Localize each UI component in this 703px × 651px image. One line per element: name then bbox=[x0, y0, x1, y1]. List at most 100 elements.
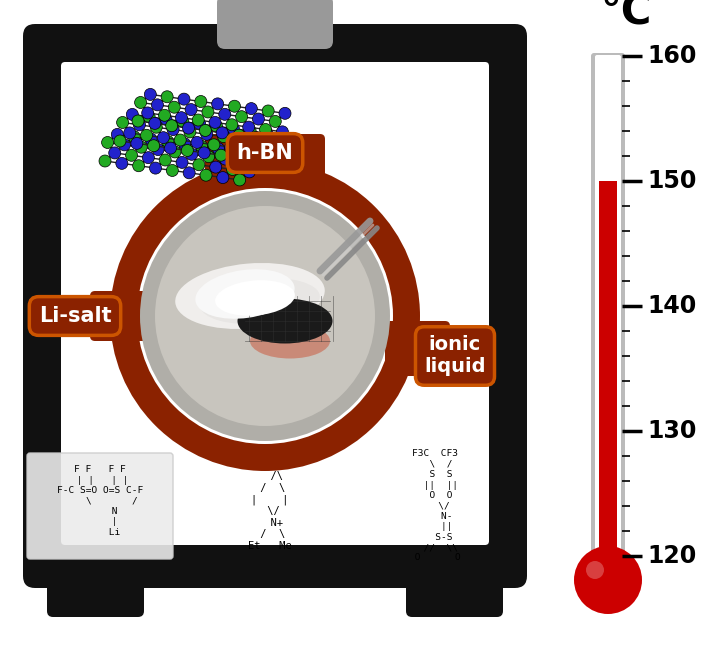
Circle shape bbox=[109, 147, 121, 159]
Circle shape bbox=[148, 140, 160, 152]
Circle shape bbox=[157, 132, 169, 144]
Circle shape bbox=[209, 117, 221, 128]
Circle shape bbox=[183, 122, 195, 134]
Circle shape bbox=[226, 118, 238, 131]
Circle shape bbox=[152, 144, 164, 156]
Text: 160: 160 bbox=[647, 44, 697, 68]
Circle shape bbox=[186, 148, 198, 160]
Circle shape bbox=[262, 105, 274, 117]
Text: ionic
liquid: ionic liquid bbox=[424, 335, 486, 376]
Circle shape bbox=[191, 137, 203, 148]
Circle shape bbox=[276, 126, 288, 138]
Circle shape bbox=[251, 135, 264, 147]
Circle shape bbox=[226, 163, 238, 176]
Text: 120: 120 bbox=[647, 544, 696, 568]
Circle shape bbox=[118, 139, 131, 151]
Circle shape bbox=[126, 149, 138, 161]
Circle shape bbox=[99, 155, 111, 167]
Circle shape bbox=[150, 162, 162, 174]
Circle shape bbox=[165, 142, 176, 154]
Circle shape bbox=[236, 156, 248, 167]
Text: F F   F F
 | |   | |
F-C S=O O=S C-F
    \       /
     N
     |
     Li: F F F F | | | | F-C S=O O=S C-F \ / N | … bbox=[57, 465, 143, 536]
Circle shape bbox=[193, 118, 206, 130]
Circle shape bbox=[179, 138, 191, 150]
Ellipse shape bbox=[200, 278, 320, 324]
Circle shape bbox=[135, 141, 147, 153]
Circle shape bbox=[183, 167, 195, 179]
Circle shape bbox=[195, 140, 207, 152]
Circle shape bbox=[232, 152, 244, 163]
Circle shape bbox=[159, 109, 171, 121]
Circle shape bbox=[209, 161, 221, 173]
Circle shape bbox=[192, 114, 205, 126]
FancyBboxPatch shape bbox=[406, 550, 503, 617]
Circle shape bbox=[245, 103, 257, 115]
Circle shape bbox=[168, 101, 180, 113]
Text: Li-salt: Li-salt bbox=[39, 306, 111, 326]
Circle shape bbox=[234, 133, 247, 145]
FancyBboxPatch shape bbox=[27, 453, 173, 559]
Circle shape bbox=[175, 112, 188, 124]
Circle shape bbox=[159, 154, 172, 166]
Circle shape bbox=[218, 131, 230, 143]
Circle shape bbox=[227, 122, 239, 135]
Circle shape bbox=[131, 137, 143, 149]
Circle shape bbox=[259, 146, 271, 158]
Circle shape bbox=[217, 127, 228, 139]
Circle shape bbox=[201, 128, 213, 141]
Text: /\
 /  \
|    |
 \/
  N+
 /  \
Et   Me: /\ / \ | | \/ N+ / \ Et Me bbox=[248, 471, 292, 551]
FancyBboxPatch shape bbox=[217, 0, 333, 49]
Circle shape bbox=[144, 89, 156, 100]
Circle shape bbox=[219, 108, 231, 120]
Circle shape bbox=[155, 206, 375, 426]
FancyBboxPatch shape bbox=[61, 62, 489, 545]
Circle shape bbox=[127, 109, 138, 120]
Circle shape bbox=[174, 134, 186, 146]
Text: °C: °C bbox=[600, 0, 652, 32]
Circle shape bbox=[242, 143, 254, 156]
Circle shape bbox=[128, 131, 140, 143]
FancyBboxPatch shape bbox=[23, 24, 527, 588]
Circle shape bbox=[143, 111, 155, 123]
FancyBboxPatch shape bbox=[47, 550, 144, 617]
FancyBboxPatch shape bbox=[385, 321, 450, 376]
Circle shape bbox=[229, 145, 241, 157]
Circle shape bbox=[132, 115, 144, 127]
Ellipse shape bbox=[175, 263, 325, 329]
Circle shape bbox=[195, 96, 207, 107]
Circle shape bbox=[137, 188, 393, 444]
Circle shape bbox=[111, 128, 123, 141]
Circle shape bbox=[243, 166, 255, 178]
Circle shape bbox=[586, 561, 604, 579]
FancyBboxPatch shape bbox=[595, 55, 621, 555]
Circle shape bbox=[193, 159, 205, 171]
Circle shape bbox=[279, 107, 291, 119]
Circle shape bbox=[228, 100, 240, 112]
Circle shape bbox=[117, 117, 129, 128]
Circle shape bbox=[252, 113, 264, 125]
Circle shape bbox=[202, 106, 214, 118]
Text: F3C  CF3
  \  /
  S  S
  ||  ||
  O  O
   \/
    N-
    ||
   S-S
  //  \\
 O   : F3C CF3 \ / S S || || O O \/ N- || S-S /… bbox=[409, 449, 461, 562]
Circle shape bbox=[114, 135, 126, 147]
Circle shape bbox=[250, 132, 262, 144]
Circle shape bbox=[162, 135, 174, 148]
Circle shape bbox=[178, 93, 190, 105]
Circle shape bbox=[169, 146, 181, 158]
Text: h-BN: h-BN bbox=[237, 143, 293, 163]
Circle shape bbox=[261, 128, 273, 139]
Bar bbox=[599, 181, 617, 556]
Circle shape bbox=[219, 153, 231, 165]
Circle shape bbox=[202, 150, 214, 163]
Circle shape bbox=[110, 161, 420, 471]
Circle shape bbox=[233, 129, 245, 141]
Circle shape bbox=[244, 125, 256, 137]
Text: 130: 130 bbox=[647, 419, 697, 443]
Circle shape bbox=[143, 152, 155, 163]
Circle shape bbox=[124, 127, 136, 139]
Circle shape bbox=[225, 141, 237, 153]
Circle shape bbox=[243, 121, 254, 133]
Circle shape bbox=[184, 126, 196, 138]
Circle shape bbox=[134, 96, 147, 109]
Ellipse shape bbox=[250, 324, 330, 359]
Circle shape bbox=[166, 120, 178, 132]
